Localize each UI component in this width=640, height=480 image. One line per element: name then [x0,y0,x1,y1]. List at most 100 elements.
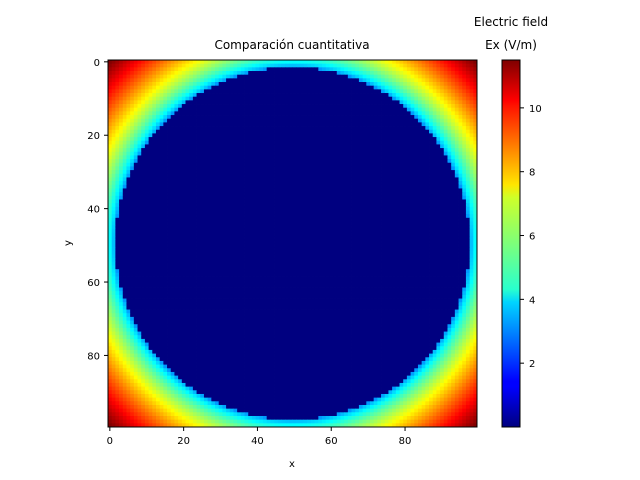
heatmap-cell [122,184,127,189]
heatmap-cell [366,239,371,244]
heatmap-cell [218,181,223,186]
heatmap-cell [414,155,419,160]
heatmap-cell [443,192,448,197]
heatmap-cell [122,225,127,230]
heatmap-cell [222,100,227,105]
heatmap-cell [358,85,364,90]
heatmap-cell [458,93,463,98]
heatmap-cell [178,111,183,116]
heatmap-cell [141,140,146,145]
heatmap-cell [174,115,179,120]
heatmap-cell [318,85,323,90]
heatmap-cell [170,170,175,175]
heatmap-cell [421,195,426,200]
heatmap-cell [196,177,201,182]
heatmap-cell [152,192,157,197]
heatmap-cell [307,82,312,87]
heatmap-cell [144,85,149,90]
heatmap-cell [115,115,120,120]
heatmap-cell [366,115,371,120]
heatmap-cell [178,144,183,149]
heatmap-cell [377,199,382,204]
heatmap-cell [119,228,124,233]
heatmap-cell [240,155,245,160]
heatmap-cell [229,203,234,208]
heatmap-cell [133,151,138,156]
heatmap-cell [425,173,430,178]
heatmap-cell [432,217,437,222]
heatmap-cell [237,221,242,226]
heatmap-cell [262,166,268,171]
heatmap-cell [222,137,227,142]
heatmap-cell [436,129,441,134]
heatmap-cell [274,96,279,101]
heatmap-cell [358,78,364,83]
heatmap-cell [288,85,293,90]
heatmap-cell [163,184,168,189]
heatmap-cell [163,232,168,237]
heatmap-cell [130,188,135,193]
heatmap-cell [406,111,411,116]
heatmap-cell [159,74,164,79]
heatmap-cell [255,74,260,79]
heatmap-cell [281,100,286,105]
heatmap-cell [381,199,386,204]
heatmap-cell [270,214,275,219]
heatmap-cell [244,206,249,211]
heatmap-cell [211,177,216,182]
heatmap-cell [325,151,330,156]
heatmap-cell [259,236,264,241]
heatmap-cell [185,217,190,222]
heatmap-cell [207,89,212,94]
heatmap-cell [207,122,212,127]
heatmap-cell [406,217,411,222]
heatmap-cell [233,181,238,186]
heatmap-cell [436,67,441,72]
heatmap-cell [270,162,275,167]
heatmap-cell [226,144,231,149]
heatmap-cell [192,74,197,79]
heatmap-cell [159,107,164,112]
heatmap-cell [226,122,231,127]
heatmap-cell [211,236,216,241]
heatmap-cell [141,115,146,120]
heatmap-cell [288,71,293,76]
heatmap-cell [436,214,441,219]
heatmap-cell [340,78,345,83]
heatmap-cell [447,184,452,189]
heatmap-cell [303,195,308,200]
heatmap-cell [262,74,268,79]
heatmap-cell [255,203,260,208]
heatmap-cell [447,82,452,87]
heatmap-cell [111,85,116,90]
heatmap-cell [229,60,234,65]
heatmap-cell [473,221,478,226]
heatmap-cell [373,96,378,101]
heatmap-cell [167,159,172,164]
heatmap-cell [229,129,234,134]
heatmap-cell [222,210,227,215]
heatmap-cell [222,166,227,171]
heatmap-cell [336,214,341,219]
heatmap-cell [333,107,338,112]
heatmap-cell [108,151,113,156]
heatmap-cell [122,137,127,142]
heatmap-cell [229,192,234,197]
heatmap-cell [347,89,352,94]
heatmap-cell [251,140,256,145]
heatmap-cell [344,137,349,142]
heatmap-cell [233,228,238,233]
heatmap-cell [226,133,231,138]
heatmap-cell [174,89,179,94]
heatmap-cell [255,89,260,94]
heatmap-cell [373,232,378,237]
heatmap-cell [108,184,113,189]
heatmap-cell [259,166,264,171]
heatmap-cell [259,148,264,153]
heatmap-cell [115,188,120,193]
heatmap-cell [440,82,445,87]
heatmap-cell [436,228,441,233]
heatmap-cell [215,140,220,145]
heatmap-cell [274,236,279,241]
heatmap-cell [155,67,161,72]
